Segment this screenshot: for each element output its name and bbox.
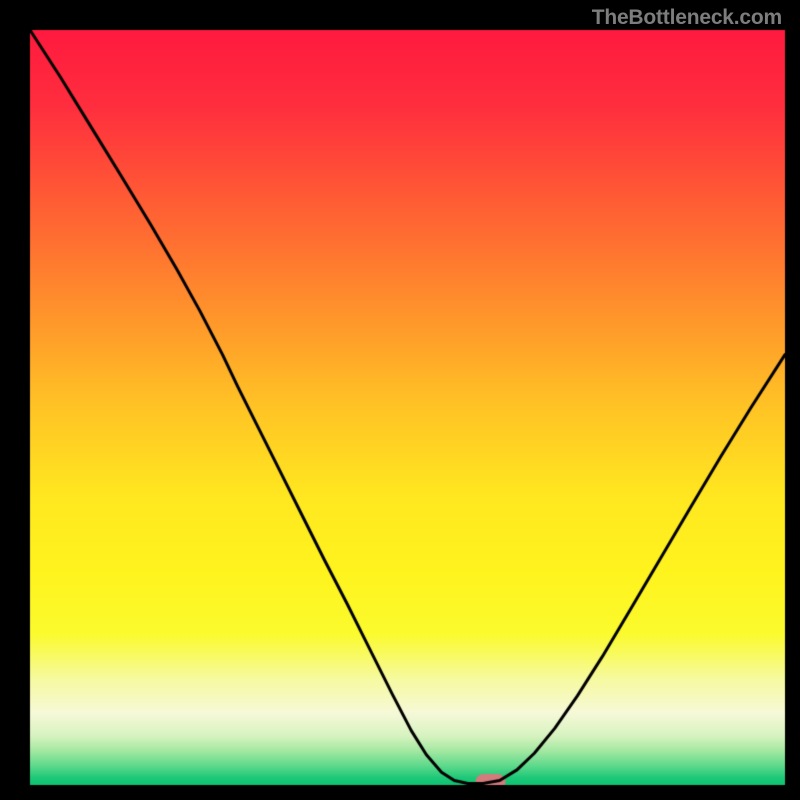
bottleneck-curve-chart (0, 0, 800, 800)
chart-container: TheBottleneck.com (0, 0, 800, 800)
watermark-text: TheBottleneck.com (592, 6, 782, 30)
